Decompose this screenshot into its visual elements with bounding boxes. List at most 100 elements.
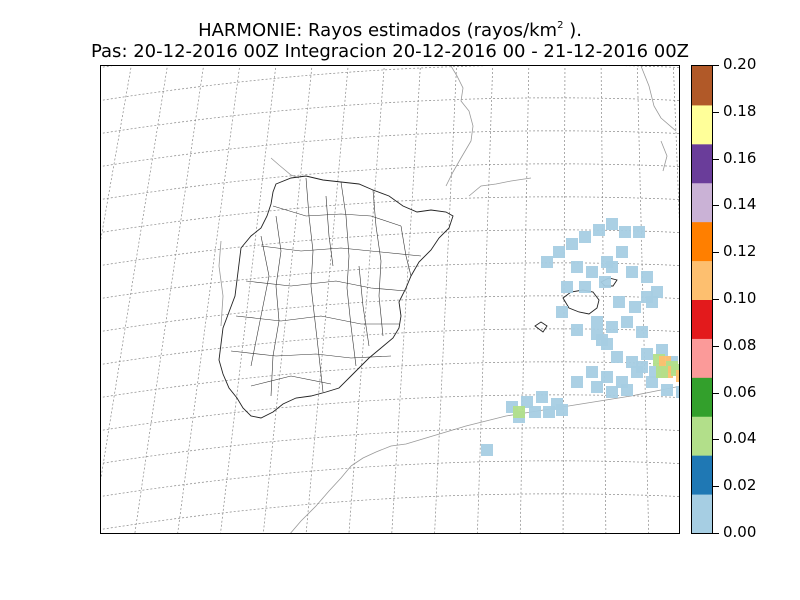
lightning-cell — [651, 286, 663, 298]
lightning-cell — [513, 406, 525, 418]
latitude-line — [101, 130, 679, 167]
lightning-cell — [671, 364, 679, 376]
lightning-cell — [481, 444, 493, 456]
colorbar-tick — [713, 533, 719, 534]
colorbar-tick-label: 0.14 — [723, 195, 757, 214]
colorbar-tick — [713, 345, 719, 347]
colorbar-gradient — [692, 66, 712, 534]
lightning-cell — [541, 256, 553, 268]
lightning-cell — [621, 384, 633, 396]
colorbar-segment — [692, 494, 712, 534]
latitude-line — [101, 493, 679, 530]
province-border — [372, 189, 384, 337]
map-title: HARMONIE: Rayos estimados (rayos/km2 ). — [198, 20, 582, 41]
lightning-cell — [626, 356, 638, 368]
latitude-line — [101, 394, 679, 431]
province-border — [250, 235, 270, 367]
colorbar-tick — [713, 439, 719, 441]
longitude-line — [600, 66, 607, 533]
latitude-line — [101, 295, 679, 332]
lightning-cell — [543, 406, 555, 418]
map-panel — [100, 65, 680, 534]
lightning-cell — [641, 291, 653, 303]
colorbar-tick — [713, 111, 719, 113]
lightning-cell — [606, 218, 618, 230]
lightning-cell — [633, 226, 645, 238]
coastline-lines — [218, 66, 679, 533]
lightning-cell — [676, 370, 679, 382]
lightning-cell — [616, 246, 628, 258]
lightning-cell — [561, 281, 573, 293]
lightning-cell — [596, 334, 608, 346]
colorbar-tick-label: 0.08 — [723, 335, 757, 354]
province-border — [305, 177, 324, 393]
lightning-cell — [619, 226, 631, 238]
lightning-cell — [636, 361, 648, 373]
longitude-line — [134, 66, 204, 533]
lightning-cell — [613, 296, 625, 308]
lightning-cell — [556, 404, 568, 416]
lightning-cell — [586, 266, 598, 278]
lightning-cell — [591, 381, 603, 393]
colorbar-tick — [713, 392, 719, 394]
longitude-line — [305, 66, 349, 533]
lightning-cell — [556, 306, 568, 318]
latitude-line — [101, 163, 679, 200]
colorbar-segment — [692, 143, 712, 184]
longitude-line — [101, 66, 168, 480]
iberia-coastline — [218, 175, 618, 419]
province-border — [325, 195, 334, 267]
colorbar-segment — [692, 455, 712, 495]
longitude-line — [391, 66, 421, 533]
province-border — [260, 245, 422, 257]
lightning-cell — [579, 231, 591, 243]
latitude-line — [101, 229, 679, 266]
lightning-cell — [606, 321, 618, 333]
lightning-cell — [571, 261, 583, 273]
lightning-cell — [579, 281, 591, 293]
colorbar-tick-label: 0.20 — [723, 55, 757, 73]
colorbar-segment — [692, 221, 712, 262]
province-border — [272, 205, 402, 227]
province-border — [400, 225, 412, 277]
colorbar — [691, 65, 713, 534]
colorbar-tick — [713, 205, 719, 207]
lightning-cell — [521, 396, 533, 408]
colorbar-tick-label: 0.12 — [723, 242, 757, 261]
lightning-density-layer — [481, 218, 679, 456]
colorbar-tick — [713, 252, 719, 254]
colorbar-segment — [692, 66, 712, 106]
lightning-cell — [621, 316, 633, 328]
longitude-line — [101, 66, 132, 241]
lightning-cell — [593, 224, 605, 236]
province-border — [245, 280, 407, 292]
longitude-line — [519, 66, 530, 533]
lightning-cell — [566, 238, 578, 250]
lightning-cell — [591, 316, 603, 328]
province-border — [270, 215, 282, 397]
colorbar-tick-label: 0.16 — [723, 148, 757, 167]
lightning-cell — [656, 344, 668, 356]
colorbar-tick-label: 0.06 — [723, 382, 757, 401]
lightning-cell — [641, 271, 653, 283]
province-border — [358, 265, 370, 347]
lightning-cell — [599, 276, 611, 288]
province-border — [250, 375, 332, 387]
latitude-line — [101, 66, 679, 101]
province-border — [340, 181, 357, 367]
longitude-line — [177, 66, 241, 533]
lightning-cell — [553, 246, 565, 258]
lightning-cell — [606, 386, 618, 398]
longitude-line — [434, 66, 457, 533]
longitude-line — [477, 66, 494, 533]
colorbar-tick-label: 0.04 — [723, 429, 757, 448]
lightning-cell — [571, 324, 583, 336]
colorbar-segment — [692, 299, 712, 339]
colorbar-tick-label: 0.18 — [723, 101, 757, 120]
lightning-cell — [606, 261, 618, 273]
latitude-line — [101, 427, 679, 464]
map-canvas — [101, 66, 679, 533]
lightning-cell — [641, 348, 653, 360]
colorbar-segment — [692, 104, 712, 145]
colorbar-tick — [713, 158, 719, 160]
